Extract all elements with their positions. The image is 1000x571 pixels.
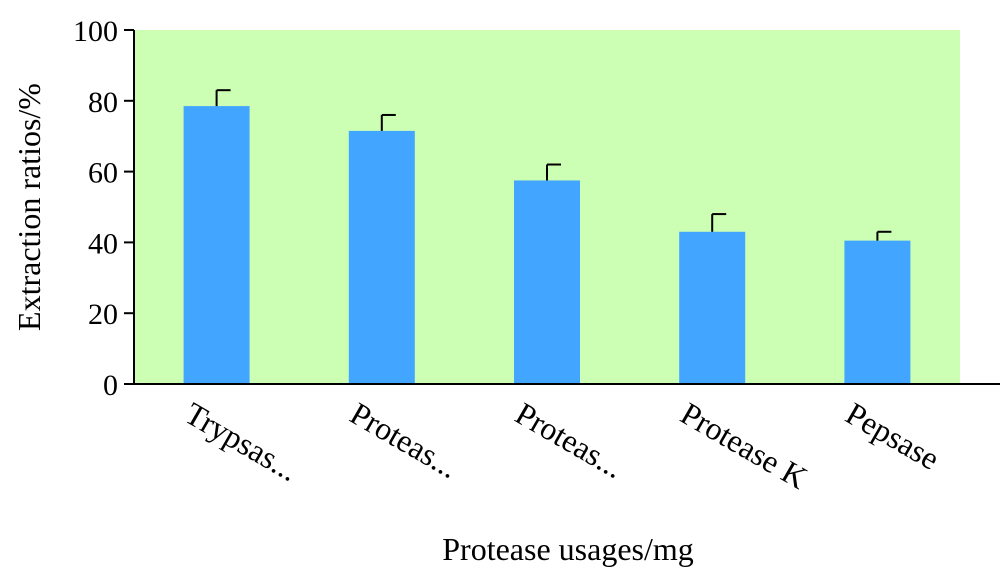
x-tick-label: Trypsas... (179, 395, 305, 488)
bar (844, 240, 911, 384)
axes-group (124, 30, 1000, 385)
bar (183, 106, 250, 385)
y-tick-label: 100 (73, 15, 118, 48)
x-tick-label: Proteas... (344, 395, 464, 485)
y-tick-label: 40 (88, 227, 118, 260)
y-ticks-group: 0 20 40 60 80 100 (73, 15, 134, 402)
bar (514, 180, 580, 384)
bar (679, 231, 746, 384)
x-tick-label: Proteas... (510, 395, 630, 485)
bars-group (183, 106, 911, 385)
y-tick-label: 20 (88, 298, 118, 331)
bar (348, 130, 415, 384)
x-tick-label: Protease K (675, 395, 814, 496)
x-tick-label: Pepsase (840, 395, 946, 477)
x-tick-labels-group: Trypsas... Proteas... Proteas... Protease K… (179, 395, 946, 496)
y-tick-label: 60 (88, 157, 118, 190)
y-tick-label: 80 (88, 86, 118, 119)
y-tick-label: 0 (103, 369, 118, 402)
x-axis-label: Protease usages/mg (442, 531, 694, 567)
y-axis-label: Extraction ratios/% (11, 83, 47, 331)
error-bars-group (215, 89, 892, 241)
